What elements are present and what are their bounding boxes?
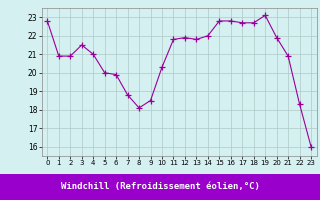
Text: Windchill (Refroidissement éolien,°C): Windchill (Refroidissement éolien,°C)	[60, 182, 260, 192]
